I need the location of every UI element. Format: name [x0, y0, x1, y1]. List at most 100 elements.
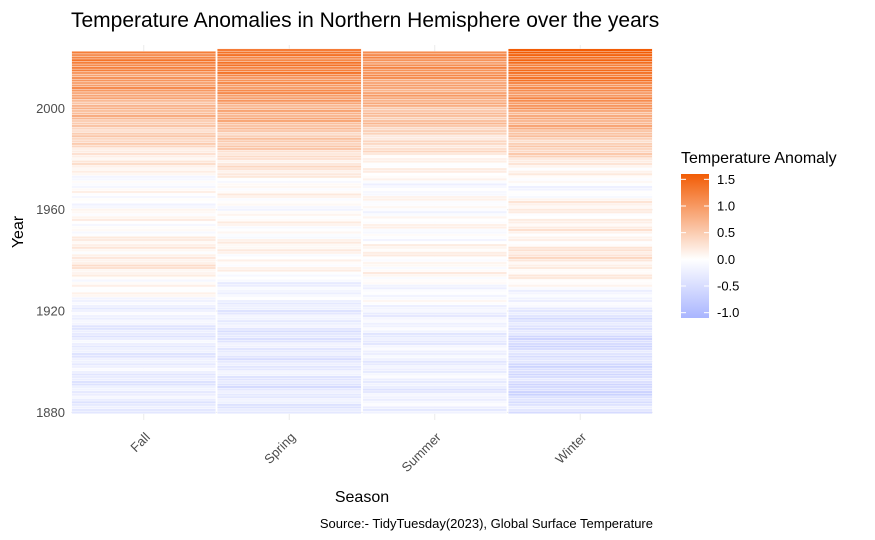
heatmap-tile — [217, 79, 362, 82]
heatmap-tile — [71, 398, 216, 402]
heatmap-tile — [71, 132, 216, 136]
heatmap-tile — [362, 205, 507, 209]
heatmap-tile — [508, 142, 653, 146]
heatmap-tile — [508, 398, 653, 402]
heatmap-tile — [217, 380, 362, 384]
heatmap-tile — [508, 312, 653, 316]
heatmap-tile — [508, 276, 653, 280]
heatmap-tile — [217, 322, 362, 326]
heatmap-tile — [508, 208, 653, 212]
heatmap-tile — [71, 233, 216, 237]
heatmap-tile — [71, 286, 216, 290]
heatmap-tile — [217, 124, 362, 128]
heatmap-tile — [71, 215, 216, 219]
heatmap-tile — [362, 357, 507, 361]
heatmap-tile — [217, 362, 362, 366]
heatmap-tile — [362, 86, 507, 90]
heatmap-tile — [362, 185, 507, 189]
heatmap-tile — [508, 375, 653, 379]
heatmap-tile — [217, 182, 362, 186]
heatmap-tile — [362, 68, 507, 72]
heatmap-tile — [362, 375, 507, 379]
heatmap-tile — [362, 367, 507, 371]
heatmap-tile — [71, 263, 216, 267]
heatmap-tile — [71, 175, 216, 179]
heatmap-tile — [71, 253, 216, 257]
heatmap-tile — [508, 342, 653, 346]
heatmap-tile — [362, 370, 507, 374]
heatmap-tile — [362, 114, 507, 118]
heatmap-tile — [362, 233, 507, 237]
heatmap-tile — [217, 299, 362, 303]
heatmap-tile — [71, 172, 216, 176]
heatmap-tile — [508, 185, 653, 189]
heatmap-tile — [508, 238, 653, 242]
heatmap-tile — [217, 117, 362, 120]
heatmap-tile — [217, 101, 362, 105]
heatmap-tile — [71, 322, 216, 326]
heatmap-tile — [362, 398, 507, 402]
heatmap-tile — [71, 208, 216, 212]
heatmap-tile — [217, 225, 362, 229]
heatmap-tile — [217, 210, 362, 214]
heatmap-tile — [508, 233, 653, 237]
heatmap-tile — [71, 258, 216, 262]
heatmap-tile — [362, 175, 507, 179]
heatmap-tile — [508, 393, 653, 397]
heatmap-tile — [217, 243, 362, 247]
heatmap-tile — [362, 378, 507, 381]
heatmap-tile — [217, 403, 362, 407]
heatmap-tile — [362, 347, 507, 351]
heatmap-tile — [71, 309, 216, 313]
heatmap-tile — [217, 329, 362, 333]
heatmap-tile — [217, 390, 362, 394]
heatmap-tile — [508, 119, 653, 123]
heatmap-tile — [217, 284, 362, 288]
heatmap-tile — [508, 340, 653, 343]
heatmap-tile — [362, 144, 507, 148]
heatmap-tile — [508, 210, 653, 214]
heatmap-tile — [71, 329, 216, 333]
heatmap-tile — [217, 383, 362, 386]
legend-ticks: 1.5 1.0 0.5 0.0 -0.5 -1.0 — [681, 172, 739, 320]
heatmap-tile — [362, 243, 507, 247]
heatmap-tile — [71, 317, 216, 321]
heatmap-tile — [217, 127, 362, 131]
heatmap-tile — [508, 124, 653, 128]
heatmap-tile — [71, 124, 216, 128]
heatmap-tile — [71, 352, 216, 356]
heatmap-tile — [217, 48, 362, 52]
heatmap-tile — [362, 393, 507, 397]
heatmap-tile — [508, 365, 653, 369]
heatmap-tile — [217, 314, 362, 318]
heatmap-tile — [508, 350, 653, 354]
heatmap-tile — [362, 91, 507, 95]
heatmap-tile — [217, 378, 362, 381]
heatmap-tile — [508, 167, 653, 171]
heatmap-tile — [71, 139, 216, 143]
heatmap-tile — [362, 231, 507, 234]
heatmap-tile — [508, 289, 653, 293]
heatmap-tile — [362, 246, 507, 250]
heatmap-tile — [508, 299, 653, 303]
heatmap-tile — [508, 81, 653, 85]
heatmap-tile — [71, 185, 216, 189]
heatmap-tile — [362, 322, 507, 326]
heatmap-tile — [362, 248, 507, 252]
heatmap-tile — [71, 238, 216, 242]
heatmap-tile — [71, 152, 216, 156]
heatmap-tile — [362, 106, 507, 110]
heatmap-tile — [508, 357, 653, 361]
heatmap-tile — [362, 190, 507, 194]
heatmap-tile — [362, 337, 507, 341]
heatmap-tile — [71, 162, 216, 166]
heatmap-tile — [362, 327, 507, 331]
heatmap-tile — [508, 139, 653, 143]
heatmap-tile — [217, 317, 362, 321]
heatmap-tile — [217, 269, 362, 272]
heatmap-tile — [508, 86, 653, 90]
heatmap-tile — [71, 223, 216, 227]
heatmap-tile — [362, 251, 507, 255]
heatmap-tile — [362, 372, 507, 376]
y-axis-title: Year — [10, 215, 27, 248]
